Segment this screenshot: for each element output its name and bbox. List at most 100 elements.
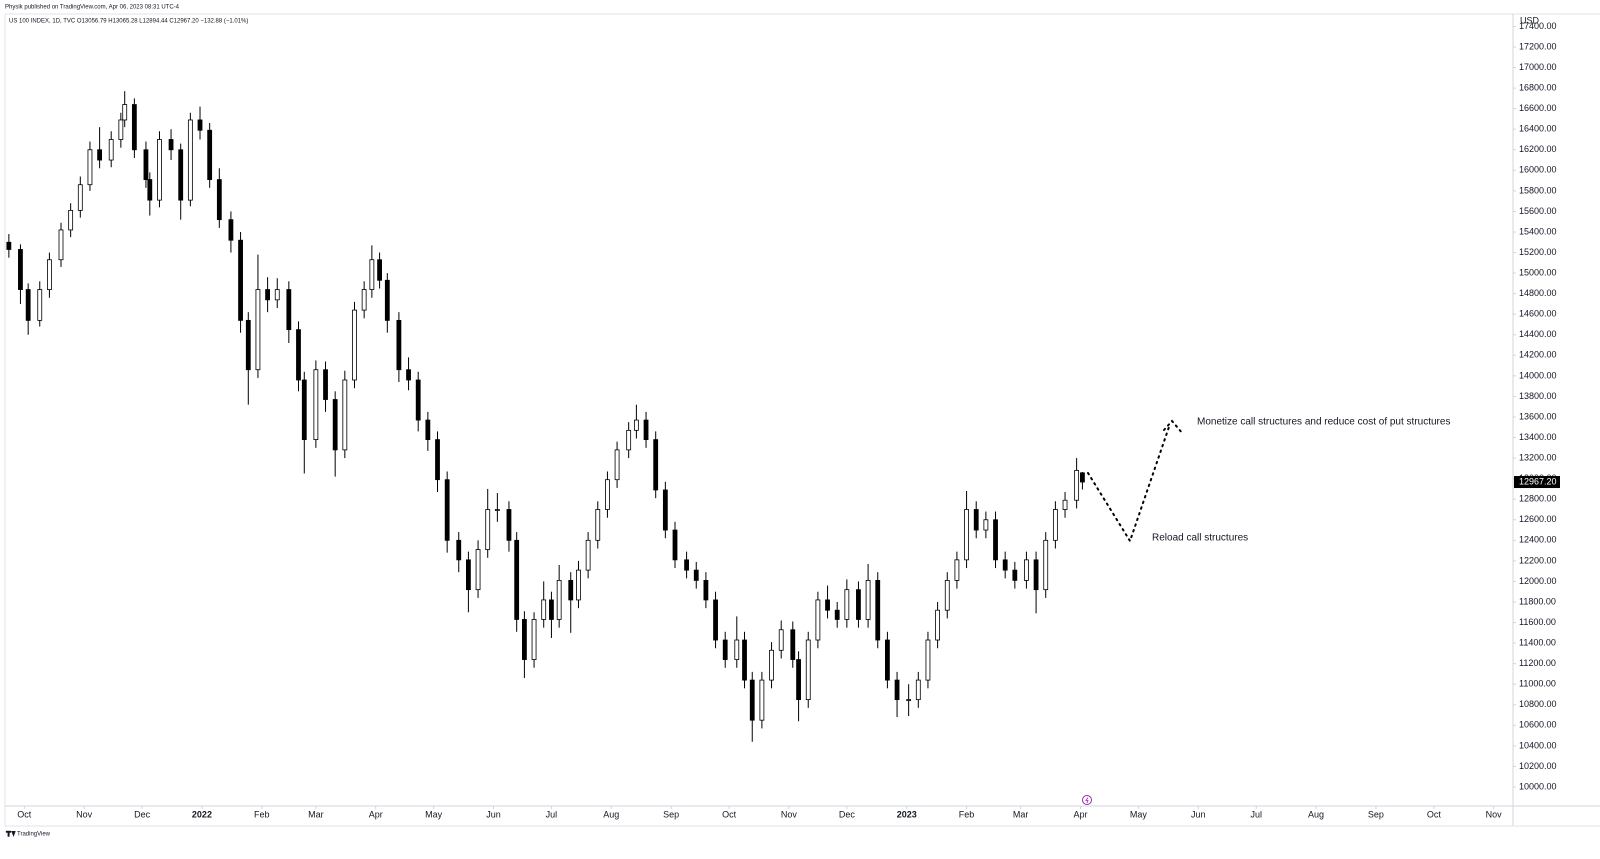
y-tick-label: 13800.00	[1519, 391, 1557, 401]
candle-body	[585, 539, 591, 571]
y-tick-label: 16000.00	[1519, 165, 1557, 175]
candle-body	[47, 259, 52, 290]
candle-body	[906, 699, 912, 702]
candle-body	[983, 519, 989, 531]
x-tick-label: May	[1130, 809, 1148, 819]
candle-body	[18, 249, 23, 290]
candle-body	[684, 559, 689, 571]
candle-body	[168, 139, 174, 151]
y-tick-label: 13200.00	[1519, 452, 1557, 462]
candle-body	[352, 309, 357, 381]
candle-body	[626, 429, 632, 451]
candle-body	[514, 539, 520, 620]
candle-body	[522, 619, 527, 660]
candle-body	[475, 549, 481, 591]
candle-body	[494, 509, 500, 511]
candle-body	[178, 149, 184, 201]
candle-body	[703, 580, 709, 601]
candle-body	[805, 639, 811, 701]
x-tick-label: Sep	[663, 809, 679, 819]
candle-body	[301, 379, 307, 440]
x-tick-label: Aug	[1308, 809, 1324, 819]
y-tick-label: 16400.00	[1519, 124, 1557, 134]
candle-body	[915, 679, 921, 701]
x-tick-label: 2022	[192, 809, 212, 819]
candle-body	[415, 379, 421, 421]
candle-body	[255, 289, 261, 371]
candle-body	[759, 679, 765, 721]
candle-body	[147, 179, 153, 201]
candle-body	[228, 219, 234, 241]
y-tick-label: 17400.00	[1519, 21, 1557, 31]
y-tick-label: 14200.00	[1519, 350, 1557, 360]
candle-body	[1074, 470, 1080, 501]
y-tick-label: 11600.00	[1519, 617, 1556, 627]
candle-body	[425, 419, 431, 440]
candle-body	[485, 509, 491, 550]
candle-body	[713, 599, 718, 641]
y-tick-label: 12800.00	[1519, 494, 1557, 504]
last-price-label: 12967.20	[1519, 476, 1557, 486]
candle-body	[935, 609, 941, 641]
y-tick-label: 10800.00	[1519, 699, 1557, 709]
candle-body	[749, 679, 755, 721]
annotation: Monetize call structures and reduce cost…	[1197, 417, 1450, 428]
y-tick-label: 11800.00	[1519, 596, 1556, 606]
candle-body	[964, 509, 969, 561]
candle-body	[825, 599, 830, 611]
candle-body	[377, 259, 382, 281]
x-tick-label: Oct	[722, 809, 737, 819]
candle-body	[197, 119, 203, 131]
candle-body	[925, 639, 931, 681]
y-tick-label: 15400.00	[1519, 226, 1557, 236]
candle-body	[274, 289, 280, 301]
projection-path	[1087, 423, 1171, 544]
candle-body	[549, 599, 554, 620]
y-tick-label: 17000.00	[1519, 62, 1557, 72]
x-tick-label: Mar	[1013, 809, 1029, 819]
candle-body	[313, 369, 319, 440]
candle-body	[157, 139, 162, 201]
candle-body	[265, 289, 270, 301]
candle-body	[77, 184, 83, 211]
candle-body	[435, 439, 440, 481]
event-icon[interactable]	[1082, 795, 1092, 805]
candle-body	[844, 589, 850, 620]
candle-body	[993, 519, 998, 561]
x-tick-label: Mar	[308, 809, 324, 819]
candle-body	[506, 509, 512, 541]
x-tick-label: Sep	[1368, 809, 1384, 819]
y-tick-label: 13400.00	[1519, 432, 1557, 442]
candle-body	[531, 619, 537, 660]
y-tick-label: 11400.00	[1519, 637, 1556, 647]
y-tick-label: 14000.00	[1519, 370, 1557, 380]
candle-body	[865, 580, 871, 620]
candle-body	[693, 569, 699, 581]
candle-body	[653, 439, 659, 491]
candle-body	[595, 509, 601, 541]
candle-body	[6, 241, 12, 250]
x-tick-label: Oct	[17, 809, 32, 819]
candle-body	[122, 104, 128, 121]
candle-body	[1024, 559, 1029, 581]
x-tick-label: Jun	[486, 809, 501, 819]
y-tick-label: 17200.00	[1519, 41, 1557, 51]
x-tick-label: Dec	[134, 809, 151, 819]
candle-body	[369, 259, 375, 290]
y-tick-label: 14600.00	[1519, 309, 1557, 319]
candle-body	[25, 289, 31, 321]
candle-body	[662, 489, 668, 531]
annotation: Reload call structures	[1152, 533, 1248, 544]
candle-body	[456, 539, 462, 561]
candle-body	[834, 609, 840, 620]
y-tick-label: 14400.00	[1519, 329, 1557, 339]
x-tick-label: Jun	[1191, 809, 1206, 819]
brand-logo	[5, 830, 16, 838]
candle-body	[108, 139, 114, 161]
candle-body	[342, 379, 348, 451]
x-tick-label: Apr	[369, 809, 383, 819]
x-tick-label: Feb	[959, 809, 975, 819]
projection-arrowhead	[1163, 419, 1184, 435]
publisher: Physik published on TradingView.com, Apr…	[5, 5, 180, 11]
